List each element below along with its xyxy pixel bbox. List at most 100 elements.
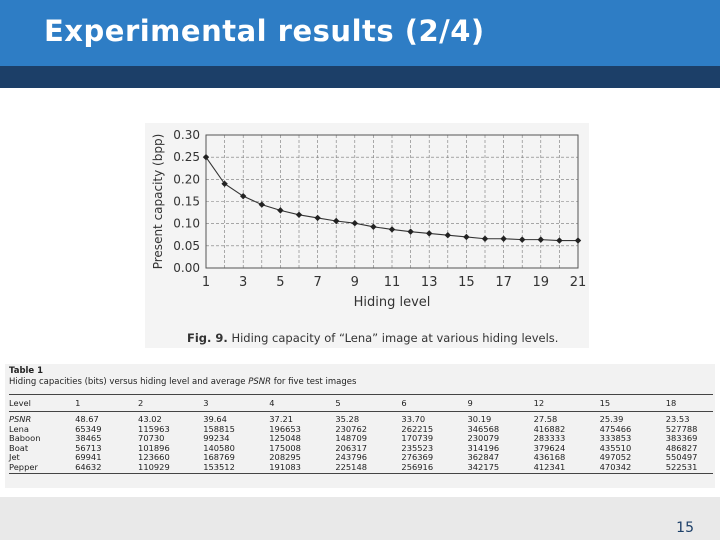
table-cell: 48.67 (75, 414, 99, 424)
table-cell: Boat (9, 442, 29, 453)
table-cell: 362847 (467, 452, 500, 463)
table-row: Boat 56713 101896 140580 175008 206317 235523 3… (9, 442, 713, 454)
table-cell: 497052 (599, 452, 632, 463)
table-cell: 206317 (335, 442, 368, 453)
data-point (407, 228, 414, 235)
x-tick-label: 1 (202, 275, 210, 290)
table-cell: 140580 (203, 442, 235, 453)
table-header-cell: 6 (401, 398, 407, 408)
hiding-capacity-chart: 0.000.050.100.150.200.250.30 1 3 5 7 9 11 13 15… (151, 128, 586, 310)
table-header-cell: 5 (335, 398, 341, 408)
table-header-cell: 3 (203, 398, 209, 408)
x-tick-label: 21 (570, 275, 587, 290)
table-cell: 69941 (75, 452, 102, 463)
table-cell: 27.58 (533, 414, 558, 424)
x-tick-label: 3 (239, 275, 247, 290)
slide-header: Experimental results (2/4) (0, 0, 720, 66)
table-cell: 153512 (203, 461, 235, 472)
table-cell: 23.53 (665, 414, 690, 424)
table-cell: 346568 (467, 423, 500, 434)
data-point (258, 201, 265, 208)
table-cell: 435510 (599, 442, 632, 453)
slide-title: Experimental results (2/4) (44, 14, 485, 48)
figure-caption-text: Hiding capacity of “Lena” image at vario… (231, 331, 559, 345)
table-cell: 416882 (533, 423, 566, 434)
y-axis-label: Present capacity (bpp) (151, 134, 165, 270)
table-cell: 196653 (269, 423, 301, 434)
data-point (444, 231, 451, 239)
header-accent-bar (0, 66, 720, 88)
results-table-block: Table 1 Hiding capacities (bits) versus … (5, 364, 715, 488)
y-tick-label: 0.05 (173, 239, 200, 253)
table-cell: 243796 (335, 452, 368, 463)
table-cell: 65349 (75, 423, 102, 434)
table-cell: 99234 (203, 433, 230, 444)
y-tick-label: 0.20 (173, 172, 200, 186)
table-header-cell: 1 (75, 398, 81, 408)
table-cell: 230762 (335, 423, 368, 434)
table-cell: 170739 (401, 433, 434, 444)
table-row: Jet 69941 123660 168769 208295 243796 276369 36… (9, 453, 713, 463)
data-point (240, 192, 247, 200)
chart-series (202, 153, 582, 244)
table-cell: 383369 (665, 433, 698, 444)
table-cell: 527788 (665, 423, 698, 434)
table-cell: 43.02 (138, 414, 162, 424)
table-cell: 148709 (335, 433, 368, 444)
data-point (277, 207, 284, 214)
table-cell: 486827 (665, 442, 698, 453)
data-point (370, 223, 377, 230)
table-cell: PSNR (9, 414, 32, 424)
x-tick-label: 13 (421, 275, 438, 290)
table-caption-prefix: Hiding capacities (bits) versus hiding l… (9, 377, 249, 387)
table-row: Baboon 38465 70730 99234 125048 148709 170739 2… (9, 434, 713, 444)
data-point (202, 153, 210, 161)
table-cell: 230079 (467, 433, 500, 444)
table-cell: 283333 (533, 433, 566, 444)
table-cell: 39.64 (203, 414, 227, 424)
table-cell: 276369 (401, 452, 434, 463)
table-cell: 235523 (401, 442, 434, 453)
table-cell: 191083 (269, 461, 301, 472)
data-point (351, 220, 358, 227)
figure-caption-label: Fig. 9. (187, 331, 228, 345)
table-cell: 110929 (138, 461, 170, 472)
table-cell: 30.19 (467, 414, 492, 424)
table-cell: 115963 (138, 423, 170, 434)
data-point (574, 237, 582, 244)
table-cell: 256916 (401, 461, 434, 472)
table-header-cell: 9 (467, 398, 473, 408)
results-table: Level 1 2 3 4 5 6 9 12 15 18 PSNR 48.67 43.02 39.64 37… (9, 394, 713, 474)
x-tick-label: 19 (533, 275, 550, 290)
table-cell: 342175 (467, 461, 500, 472)
x-tick-label: 11 (384, 275, 401, 290)
table-row: PSNR 48.67 43.02 39.64 37.21 35.28 33.70 30.19 2… (9, 412, 713, 425)
table-cell: Baboon (9, 433, 41, 444)
table-cell: 25.39 (599, 414, 624, 424)
table-cell: 550497 (665, 452, 698, 463)
table-cell: 158815 (203, 423, 235, 434)
x-tick-label: 9 (351, 275, 359, 290)
table-cell: 412341 (533, 461, 566, 472)
table-cell: 56713 (75, 442, 102, 453)
table-cell: 70730 (138, 433, 165, 444)
y-tick-label: 0.25 (173, 150, 200, 164)
table-cell: 436168 (533, 452, 566, 463)
table-header-row: Level 1 2 3 4 5 6 9 12 15 18 (9, 394, 713, 412)
table-cell: Lena (9, 423, 29, 434)
data-point (519, 236, 526, 243)
table-cell: 35.28 (335, 414, 360, 424)
data-point (333, 217, 340, 225)
table-cell: 168769 (203, 452, 235, 463)
data-point (481, 235, 489, 242)
x-tick-label: 15 (458, 275, 475, 290)
figure-caption: Fig. 9. Hiding capacity of “Lena” image … (187, 331, 558, 345)
table-cell: 470342 (599, 461, 632, 472)
table-row: Lena 65349 115963 158815 196653 230762 262215 3… (9, 423, 713, 435)
table-header-cell: 4 (269, 398, 275, 408)
table-header-cell: 15 (599, 398, 611, 408)
table-cell: 64632 (75, 461, 102, 472)
y-tick-label: 0.10 (173, 217, 200, 231)
table-cell: 37.21 (269, 414, 294, 424)
x-tick-labels: 1 3 5 7 9 11 13 15 17 19 21 (202, 275, 586, 290)
